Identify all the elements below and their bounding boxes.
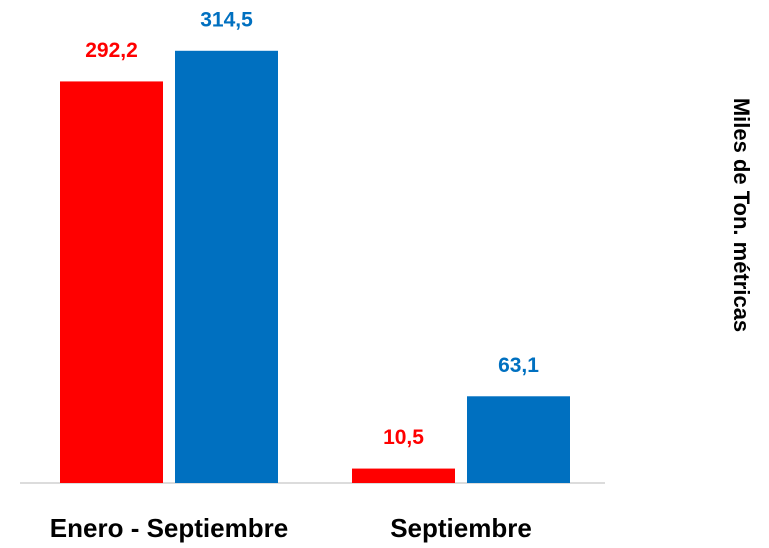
y-axis-label: Miles de Ton. métricas bbox=[729, 98, 754, 332]
bar bbox=[175, 50, 278, 484]
bar bbox=[352, 468, 455, 483]
x-tick-label: Septiembre bbox=[390, 513, 532, 543]
data-label: 314,5 bbox=[200, 8, 253, 31]
x-tick-label: Enero - Septiembre bbox=[50, 513, 288, 543]
data-label: 63,1 bbox=[498, 354, 539, 377]
bar bbox=[467, 396, 570, 483]
data-label: 292,2 bbox=[85, 39, 138, 62]
data-label: 10,5 bbox=[383, 426, 424, 449]
bar bbox=[60, 81, 163, 483]
